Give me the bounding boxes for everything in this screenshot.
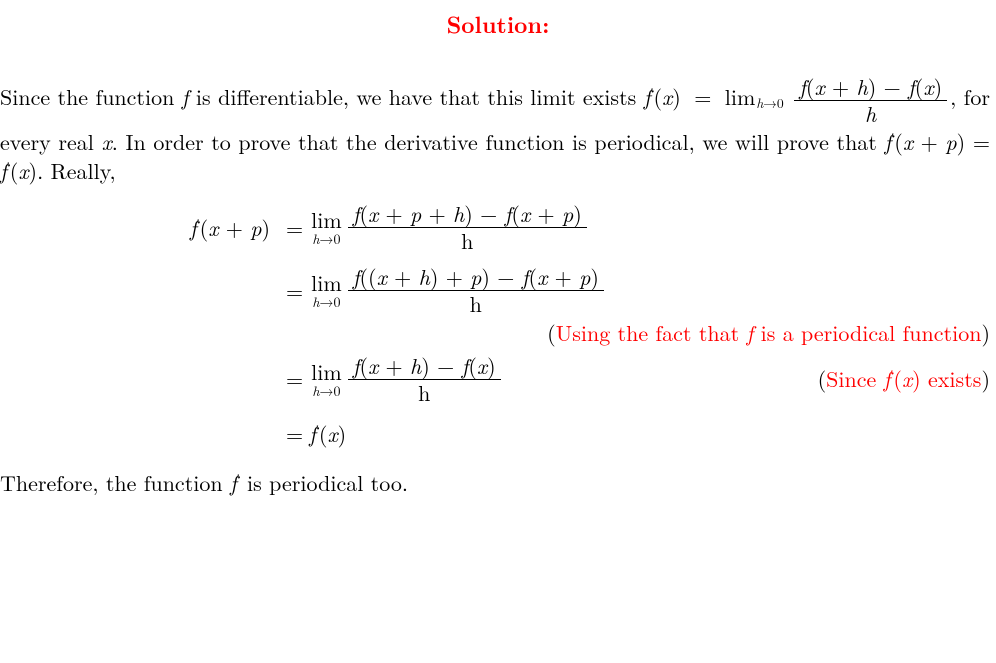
paren-open: (	[818, 363, 827, 394]
fraction: f((x + h) + p) − f(x + p) h	[348, 264, 604, 317]
fraction: f(x + p + h) − f(x + p) h	[348, 201, 587, 254]
align-row-1: f′(x + p) = lim h→0 f(x + p + h) − f(x +…	[0, 200, 996, 256]
var-x: x	[662, 81, 672, 112]
numerator: f(x + h) − f(x)	[348, 353, 501, 380]
paren-close: )	[981, 363, 990, 394]
text: Since the function	[0, 81, 182, 112]
text: is differentiable, we have that this lim…	[189, 81, 644, 112]
lim-operator: lim h→0	[311, 361, 342, 398]
numerator: f((x + h) + p) − f(x + p)	[348, 264, 604, 291]
lim-under: h→0	[311, 232, 342, 246]
align-rhs: = lim h→0 f((x + h) + p) − f(x + p) h	[275, 264, 607, 317]
denominator: h	[794, 101, 947, 127]
numerator: f(x + p + h) − f(x + p)	[348, 201, 587, 228]
align-row-3: = lim h→0 f(x + h) − f(x) h (Since f′(x)…	[0, 351, 996, 407]
conclusion: Therefore, the function f′ is periodical…	[0, 468, 990, 498]
lim-word: lim	[311, 209, 342, 231]
aligned-equations: f′(x + p) = lim h→0 f(x + p + h) − f(x +…	[0, 200, 996, 454]
var-f: f	[182, 81, 189, 112]
fraction: f(x + h) − f(x) h	[348, 353, 501, 406]
rhs-final: f′(x)	[309, 421, 346, 447]
lim-operator: lim h→0	[311, 272, 342, 309]
tag-exists: (Since f′(x) exists)	[504, 366, 996, 392]
var-x: x	[102, 126, 112, 157]
denominator: h	[348, 291, 604, 317]
align-lhs: f′(x + p)	[0, 215, 275, 241]
align-row-4: = f′(x)	[0, 414, 996, 454]
prime-sup: ′	[650, 82, 653, 101]
lim-sub: h→0	[756, 93, 783, 112]
equals: =	[694, 82, 711, 112]
equals: =	[286, 366, 303, 392]
text: . In order to prove that the derivative …	[112, 126, 885, 157]
tag-text: Using the fact that f is a periodical fu…	[556, 317, 982, 348]
lim-word: lim	[311, 361, 342, 383]
fraction: f(x + h) − f(x) h	[794, 74, 947, 127]
inline-derivative: f′(x) = limh→0 f(x + h) − f(x) h	[644, 81, 950, 112]
align-rhs: = lim h→0 f(x + p + h) − f(x + p) h	[275, 201, 590, 254]
align-rhs: = lim h→0 f(x + h) − f(x) h	[275, 353, 504, 406]
lim-under: h→0	[311, 295, 342, 309]
solution-page: Solution: Since the function f is differ…	[0, 0, 996, 498]
tag-text: Since f′(x) exists	[826, 363, 981, 394]
equals: =	[286, 215, 303, 241]
lim-under: h→0	[311, 384, 342, 398]
paren-close: )	[981, 317, 990, 348]
text: . Really,	[37, 155, 116, 186]
numerator: f(x + h) − f(x)	[794, 74, 947, 101]
lim-word: lim	[311, 272, 342, 294]
denominator: h	[348, 228, 587, 254]
tag-periodic: (Using the fact that f is a periodical f…	[280, 320, 996, 346]
text: Therefore, the function	[0, 467, 230, 498]
align-row-2: = lim h→0 f((x + h) + p) − f(x + p) h	[0, 263, 996, 319]
paren-open: (	[547, 317, 556, 348]
lim-operator: lim h→0	[311, 209, 342, 246]
solution-heading: Solution:	[0, 10, 996, 38]
equals: =	[286, 278, 303, 304]
align-rhs: = f′(x)	[275, 421, 346, 447]
var-fprime: f′	[230, 467, 240, 498]
equals: =	[286, 421, 303, 447]
denominator: h	[348, 380, 501, 406]
text: is periodical too.	[240, 467, 408, 498]
intro-paragraph: Since the function f is differentiable, …	[0, 74, 990, 186]
align-row-tag-1: (Using the fact that f is a periodical f…	[0, 320, 996, 346]
